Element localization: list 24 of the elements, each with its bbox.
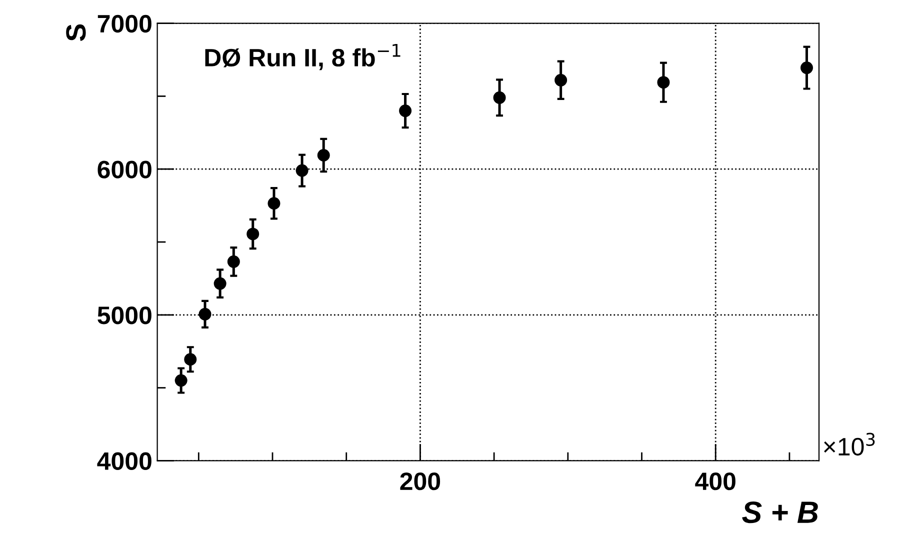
y-tick-label: 5000 xyxy=(98,306,152,324)
y-tick-label: 7000 xyxy=(98,14,152,33)
point xyxy=(800,62,813,74)
point xyxy=(268,197,280,210)
point xyxy=(174,374,188,387)
x-tick-label: 400 xyxy=(695,472,736,490)
point xyxy=(184,353,197,366)
point xyxy=(296,164,308,177)
y-tick-label: 4000 xyxy=(97,452,152,470)
point xyxy=(493,91,506,104)
point xyxy=(554,74,568,86)
text: ×10$^{3}$ xyxy=(824,432,875,456)
x-axis-title: S + B xyxy=(742,501,818,524)
annotation: DØ Run II, 8 fb$^{−1}$ xyxy=(205,44,400,70)
point xyxy=(214,277,226,290)
y-tick-label: 6000 xyxy=(98,160,152,178)
point xyxy=(246,228,260,240)
point xyxy=(657,76,670,89)
point xyxy=(399,104,412,118)
point xyxy=(198,308,212,320)
y-axis-title: S xyxy=(66,24,86,42)
point xyxy=(317,149,330,162)
point xyxy=(227,255,240,268)
x-tick-label: 200 xyxy=(400,472,440,490)
